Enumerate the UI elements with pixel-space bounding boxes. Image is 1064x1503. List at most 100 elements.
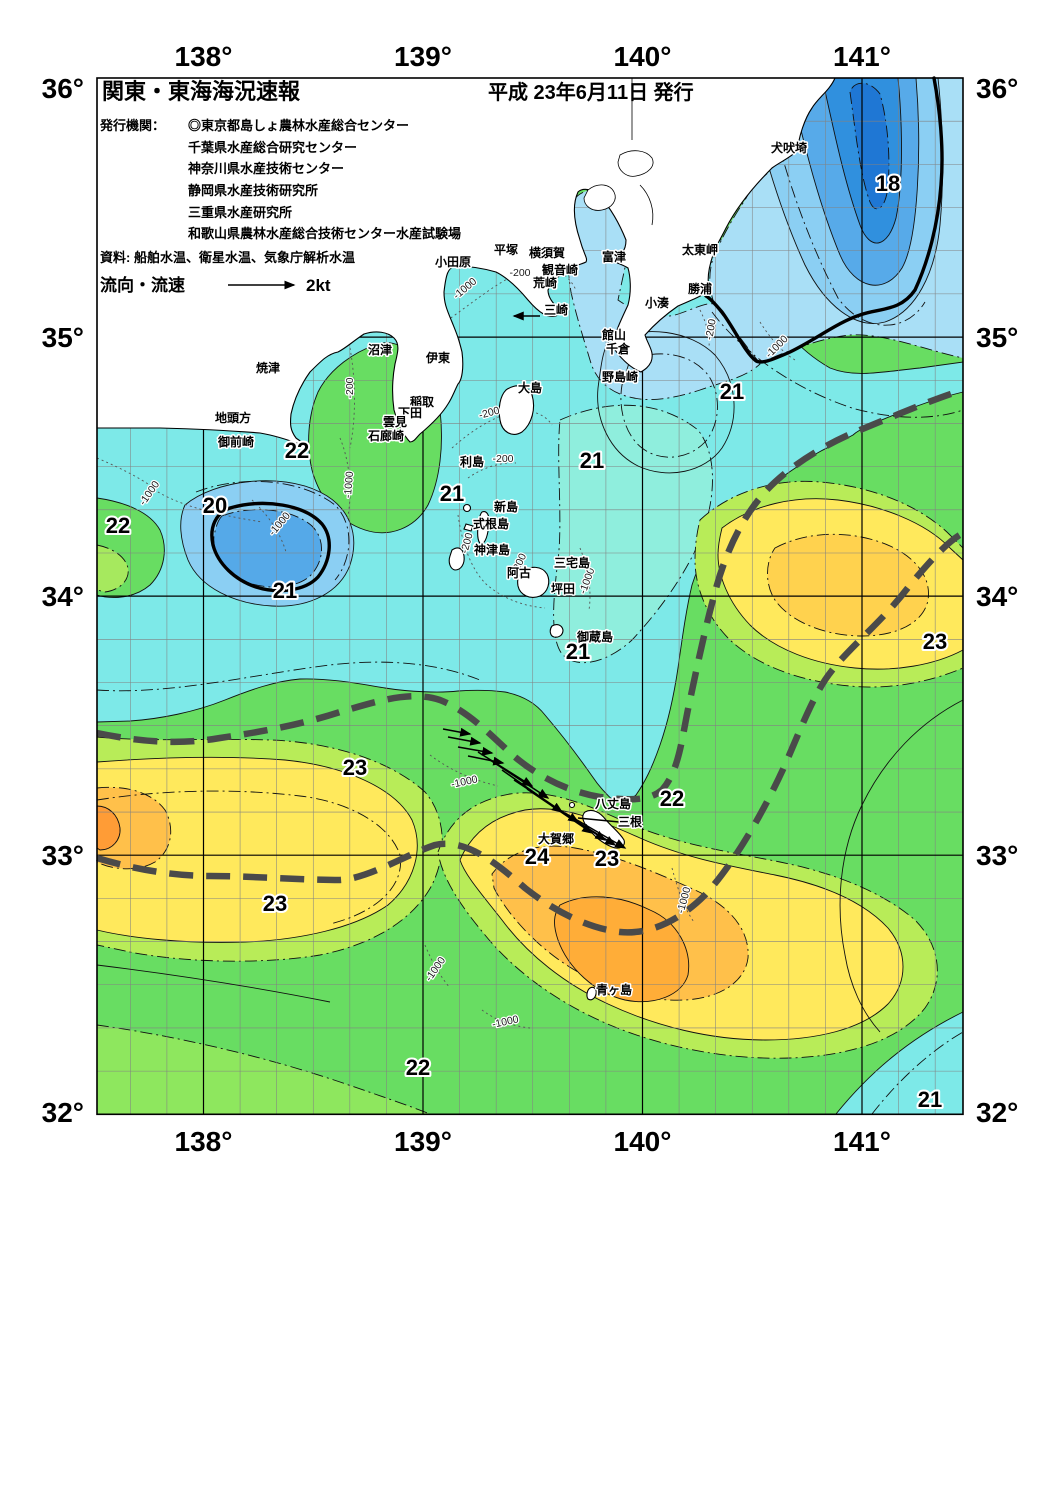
place-label: 大賀郷 <box>538 831 574 846</box>
issue-date: 平成 23年6月11日 発行 <box>488 80 694 104</box>
current-vector <box>551 805 617 846</box>
place-label: 沼津 <box>368 342 392 357</box>
river-outline <box>639 184 654 226</box>
place-label: 観音崎 <box>542 262 578 277</box>
lat-label-left: 35° <box>42 322 84 353</box>
place-label: 焼津 <box>256 360 280 375</box>
current-vector <box>577 817 642 828</box>
island-hachijokojima <box>568 801 576 809</box>
honshu-landmass <box>96 77 836 446</box>
current-vector <box>467 755 505 766</box>
isotherm-contours <box>96 79 964 1115</box>
island-aogashima <box>586 986 597 1001</box>
place-label: 地頭方 <box>215 410 251 425</box>
island-shikinejima <box>463 523 474 532</box>
lat-label-right: 35° <box>976 322 1018 353</box>
depth-contour-label: -200 <box>492 453 513 465</box>
place-label: 下田 <box>398 406 422 420</box>
place-label: 小田原 <box>435 254 471 269</box>
lon-label-top: 139° <box>394 41 452 72</box>
sst-value-label: 22 <box>660 786 684 811</box>
lon-label-top: 141° <box>833 41 891 72</box>
issuer-line: ◎東京都島しょ農林水産総合センター <box>188 118 409 133</box>
lat-label-right: 36° <box>976 73 1018 104</box>
lon-label-bottom: 140° <box>614 1126 672 1157</box>
sst-value-label: 21 <box>720 379 744 404</box>
place-label: 太東岬 <box>682 242 718 257</box>
current-vector <box>457 746 494 756</box>
sst-value-label: 21 <box>273 578 297 603</box>
place-label: 三宅島 <box>554 555 590 570</box>
place-label: 稲取 <box>410 394 434 409</box>
depth-contour-label: -200 <box>344 377 356 398</box>
place-label: 式根島 <box>473 516 509 531</box>
place-label: 御前崎 <box>217 434 254 449</box>
kuroshio-axis <box>96 386 965 936</box>
lat-label-right: 33° <box>976 840 1018 871</box>
island-toshima <box>462 503 472 513</box>
lon-label-top: 138° <box>175 41 233 72</box>
place-label: 小湊 <box>645 295 669 310</box>
lon-label-top: 140° <box>614 41 672 72</box>
page-title: 関東・東海海況速報 <box>102 79 301 104</box>
place-label: 野島崎 <box>602 369 638 384</box>
lat-label-right: 34° <box>976 581 1018 612</box>
lat-label-left: 34° <box>42 581 84 612</box>
place-label: 新島 <box>494 499 518 514</box>
place-label: 千倉 <box>606 341 631 356</box>
lake-kitaura <box>617 150 654 177</box>
place-label: 青ヶ島 <box>596 982 632 997</box>
sst-value-label: 22 <box>285 438 309 463</box>
legend-label: 流向・流速 <box>100 275 185 295</box>
lon-label-bottom: 141° <box>833 1126 891 1157</box>
island-oshima <box>498 385 535 435</box>
place-label: 御蔵島 <box>576 629 613 644</box>
issuer-line: 和歌山県農林水産総合技術センター水産試験場 <box>188 226 461 241</box>
place-label: 坪田 <box>551 582 575 596</box>
land-coastline <box>96 77 836 1001</box>
legend-speed: 2kt <box>306 276 331 295</box>
place-label: 館山 <box>601 327 626 342</box>
place-label: 神津島 <box>474 542 510 557</box>
place-label: 利島 <box>460 454 484 469</box>
lon-label-bottom: 138° <box>175 1126 233 1157</box>
island-mikurajima <box>549 624 564 638</box>
depth-contour-label: -200 <box>509 267 530 279</box>
place-label: 石廊崎 <box>367 428 404 443</box>
island-miyakejima <box>517 566 550 598</box>
lon-label-bottom: 139° <box>394 1126 452 1157</box>
place-label: 雲見 <box>383 414 407 429</box>
issuer-line: 神奈川県水産技術センター <box>188 161 344 176</box>
issuer-line: 三重県水産研究所 <box>188 205 292 220</box>
place-label: 八丈島 <box>594 796 631 811</box>
sst-value-label: 23 <box>595 846 619 871</box>
sst-value-label: 24 <box>525 844 550 869</box>
sst-value-label: 23 <box>263 891 287 916</box>
lat-label-left: 33° <box>42 840 84 871</box>
lake-kasumigaura <box>583 184 616 211</box>
sst-value-label: 18 <box>876 171 900 196</box>
place-label: 三崎 <box>544 302 568 317</box>
map-frame <box>96 77 964 1116</box>
temperature-fronts <box>210 76 944 593</box>
depth-contour-label: -1000 <box>342 471 356 499</box>
sst-value-label: 22 <box>406 1055 430 1080</box>
issuer-line: 千葉県水産総合研究センター <box>188 140 357 155</box>
current-vectors <box>442 311 642 849</box>
lat-label-left: 36° <box>42 73 84 104</box>
place-label: 富津 <box>602 249 626 264</box>
place-label: 阿古 <box>507 565 531 580</box>
issuer-label: 発行機関： <box>99 118 165 133</box>
island-kozushima <box>448 547 465 571</box>
sst-value-label: 23 <box>343 755 367 780</box>
sst-value-label: 20 <box>203 493 227 518</box>
sst-value-label: 22 <box>106 513 130 538</box>
source-note: 資料: 船舶水温、衛星水温、気象庁解析水温 <box>100 250 355 265</box>
issuer-line: 静岡県水産技術研究所 <box>188 183 318 198</box>
current-vector <box>489 759 550 799</box>
header-block: 関東・東海海況速報 平成 23年6月11日 発行 発行機関： ◎東京都島しょ農林… <box>99 79 694 295</box>
sst-value-label: 21 <box>580 448 604 473</box>
